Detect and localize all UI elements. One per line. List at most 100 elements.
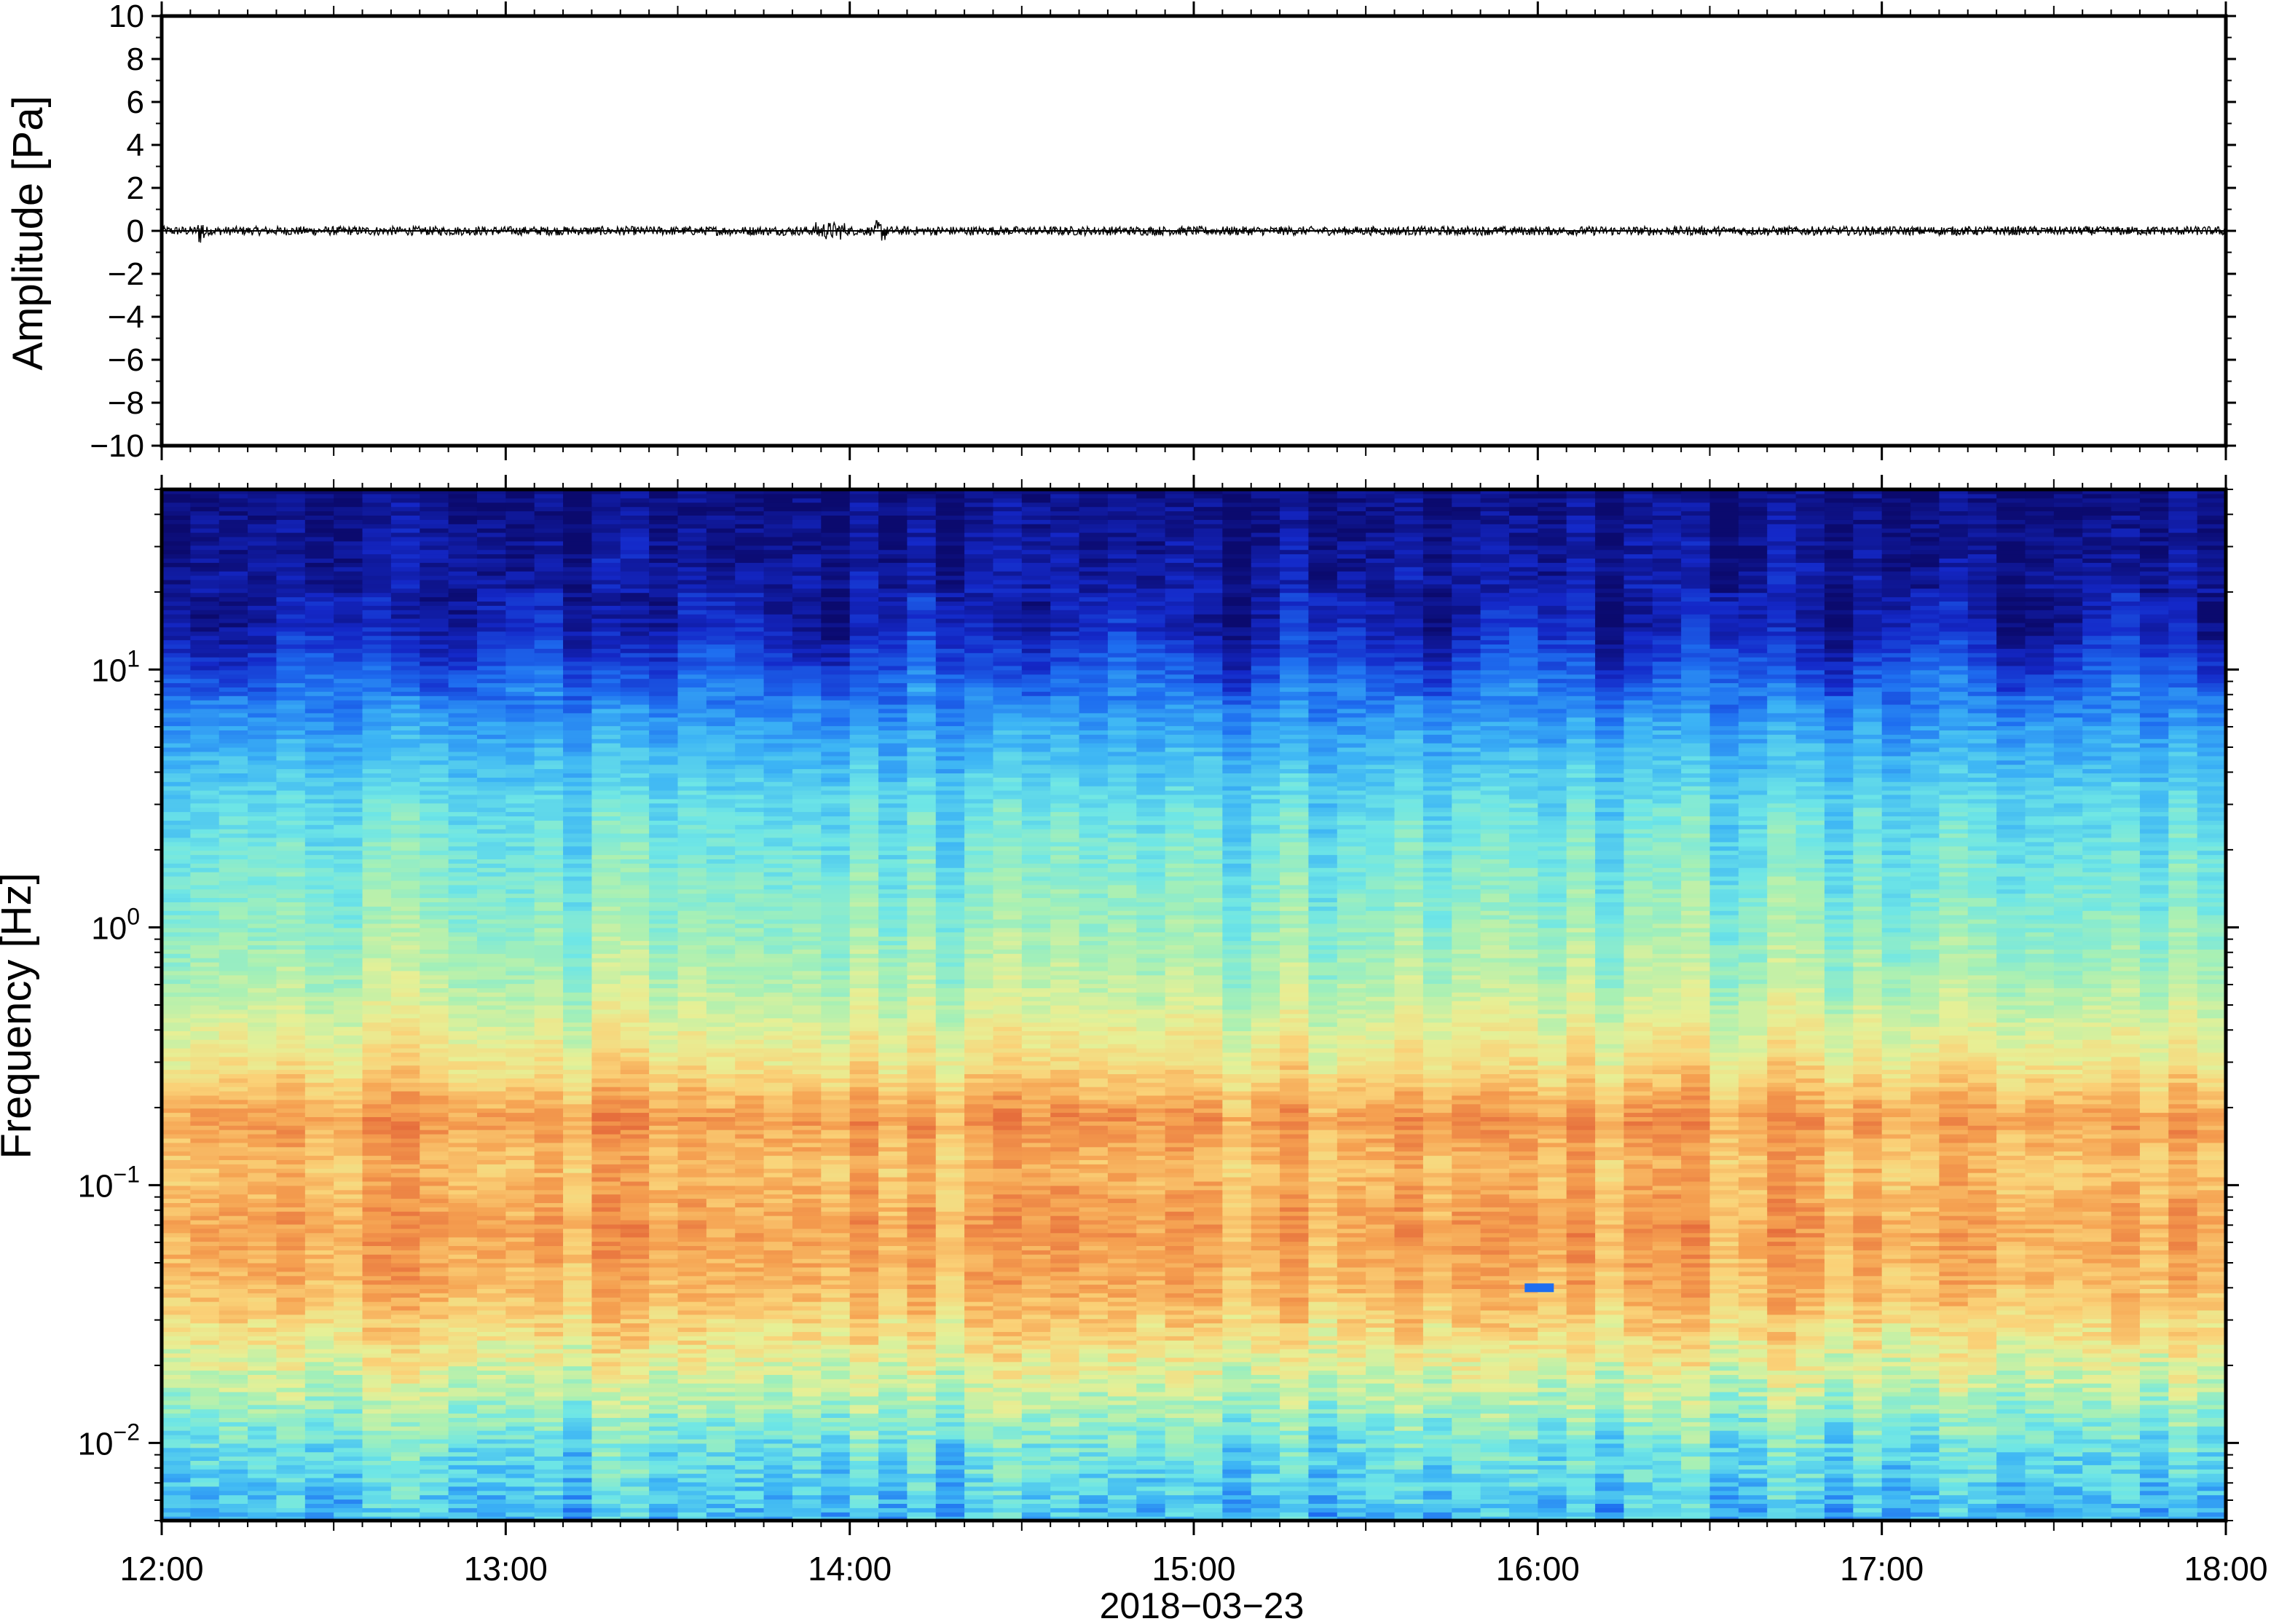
spectrogram-cell [1251, 1349, 1280, 1354]
spectrogram-cell [907, 1271, 937, 1277]
spectrogram-cell [1422, 1237, 1452, 1242]
spectrogram-cell [1308, 1323, 1338, 1328]
spectrogram-cell [2197, 1275, 2227, 1281]
spectrogram-cell [1795, 1314, 1825, 1320]
spectrogram-cell [1136, 1250, 1166, 1255]
spectrogram-cell [1939, 1306, 1969, 1311]
spectrogram-cell [677, 1435, 707, 1440]
spectrogram-cell [1337, 1361, 1366, 1367]
spectrogram-cell [563, 1314, 593, 1320]
spectrogram-cell [735, 1499, 765, 1504]
spectrogram-cell [1681, 1258, 1711, 1264]
spectrogram-cell [1308, 1306, 1338, 1311]
spectrogram-cell [591, 1447, 621, 1453]
spectrogram-cell [334, 1301, 363, 1306]
spectrogram-cell [1251, 1266, 1280, 1272]
spectrogram-cell [1652, 1374, 1682, 1379]
spectrogram-cell [935, 1280, 965, 1285]
spectrogram-cell [2053, 1422, 2083, 1427]
spectrogram-cell [620, 1318, 650, 1324]
spectrogram-cell [1681, 1387, 1711, 1392]
spectrogram-cell [1967, 1306, 1997, 1311]
spectrogram-cell [1795, 1512, 1825, 1517]
spectrogram-cell [476, 1301, 506, 1306]
amplitude-frame [160, 14, 2228, 448]
spectrogram-cell [1021, 1370, 1051, 1375]
spectrogram-cell [1681, 1254, 1711, 1259]
spectrogram-cell [1308, 1357, 1338, 1363]
spectrogram-cell [706, 1352, 736, 1358]
spectrogram-cell [821, 1426, 851, 1431]
spectrogram-cell [2082, 1465, 2112, 1470]
spectrogram-cell [849, 1314, 879, 1320]
spectrogram-cell [1480, 1306, 1510, 1311]
spectrogram-cell [1107, 1404, 1137, 1410]
spectrogram-cell [1623, 1327, 1653, 1332]
spectrogram-cell [1538, 1456, 1567, 1461]
spectrogram-cell [677, 1344, 707, 1349]
spectrogram-cell [1021, 1280, 1051, 1285]
spectrogram-cell [706, 1426, 736, 1431]
spectrogram-cell [1566, 1258, 1596, 1264]
spectrogram-cell [1853, 1490, 1883, 1496]
spectrogram-cell [1996, 1516, 2026, 1521]
spectrogram-cell [162, 1306, 191, 1311]
spectrogram-cell [1595, 1490, 1625, 1496]
spectrogram-cell [1538, 1309, 1567, 1315]
spectrogram-cell [1566, 1443, 1596, 1448]
spectrogram-cell [420, 1417, 449, 1422]
spectrogram-cell [1623, 1254, 1653, 1259]
spectrogram-cell [591, 1365, 621, 1371]
spectrogram-cell [1366, 1395, 1396, 1401]
spectrogram-cell [1595, 1400, 1625, 1406]
spectrogram-cell [1681, 1408, 1711, 1414]
spectrogram-cell [1165, 1379, 1194, 1384]
spectrogram-cell [591, 1507, 621, 1513]
spectrogram-cell [763, 1379, 793, 1384]
spectrogram-cell [2025, 1301, 2055, 1306]
spectrogram-cell [792, 1392, 822, 1397]
spectrogram-cell [1308, 1447, 1338, 1453]
spectrogram-cell [792, 1443, 822, 1448]
spectrogram-cell [993, 1456, 1023, 1461]
spectrogram-cell [878, 1460, 908, 1465]
spectrogram-cell [362, 1297, 392, 1302]
spectrogram-cell [190, 1314, 220, 1320]
spectrogram-cell [1394, 1499, 1424, 1504]
spectrogram-cell [935, 1469, 965, 1474]
spectrogram-cell [2082, 1237, 2112, 1242]
spectrogram-cell [1136, 1447, 1166, 1453]
spectrogram-cell [2139, 1456, 2169, 1461]
spectrogram-cell [878, 1395, 908, 1401]
spectrogram-cell [162, 1438, 191, 1444]
spectrogram-cell [1337, 1408, 1366, 1414]
spectrogram-cell [821, 1451, 851, 1457]
spectrogram-cell [2025, 1516, 2055, 1521]
spectrogram-cell [1366, 1400, 1396, 1406]
spectrogram-cell [162, 1379, 191, 1384]
spectrogram-cell [706, 1288, 736, 1293]
spectrogram-cell [2111, 1426, 2141, 1431]
spectrogram-cell [735, 1430, 765, 1435]
spectrogram-cell [1967, 1340, 1997, 1345]
spectrogram-cell [964, 1507, 994, 1513]
spectrogram-cell [2082, 1284, 2112, 1289]
spectrogram-cell [1280, 1352, 1310, 1358]
spectrogram-cell [1538, 1323, 1567, 1328]
spectrogram-cell [878, 1258, 908, 1264]
spectrogram-cell [1538, 1280, 1567, 1285]
spectrogram-cell [1050, 1387, 1080, 1392]
spectrogram-cell [1050, 1435, 1080, 1440]
spectrogram-cell [1853, 1469, 1883, 1474]
spectrogram-cell [2053, 1392, 2083, 1397]
spectrogram-cell [276, 1309, 306, 1315]
spectrogram-cell [1508, 1336, 1538, 1341]
spectrogram-cell [1107, 1395, 1137, 1401]
spectrogram-cell [1910, 1327, 1940, 1332]
spectrogram-cell [1709, 1263, 1739, 1268]
spectrogram-cell [1251, 1327, 1280, 1332]
spectrogram-cell [1853, 1241, 1883, 1246]
spectrogram-cell [1308, 1507, 1338, 1513]
spectrogram-cell [1280, 1275, 1310, 1281]
spectrogram-cell [1194, 1344, 1223, 1349]
